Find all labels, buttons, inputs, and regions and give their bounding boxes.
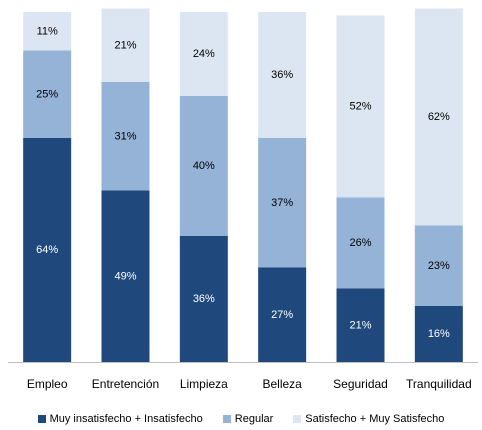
legend-swatch <box>293 415 302 423</box>
bar-segment-seguridad-s2 <box>336 15 385 198</box>
bar-segment-entretención-s0 <box>101 190 150 362</box>
data-label: 25% <box>36 88 58 100</box>
category-labels: Empleo Entretención Limpieza Belleza Segurid… <box>27 377 472 391</box>
data-label: 21% <box>349 319 371 331</box>
data-label: 36% <box>271 69 293 81</box>
bar-segment-entretención-s2 <box>101 8 150 82</box>
legend-item: Satisfecho + Muy Satisfecho <box>293 413 444 425</box>
bar-segment-belleza-s1 <box>258 138 307 268</box>
category-label: Empleo <box>27 377 68 391</box>
data-label: 36% <box>193 293 215 305</box>
legend-swatch <box>222 415 231 423</box>
legend-label: Regular <box>234 413 274 425</box>
bar-segment-tranquilidad-s0 <box>414 306 463 362</box>
data-label: 23% <box>428 260 450 272</box>
bar-segment-limpieza-s1 <box>179 96 228 236</box>
bar-segment-empleo-s2 <box>23 12 72 51</box>
legend-label: Satisfecho + Muy Satisfecho <box>305 413 445 425</box>
bars-layer: 64% 25% 11% 49% 31% 21% 36% 40% 24% 27% 37% 36% 21% 2… <box>23 8 463 362</box>
data-label: 21% <box>114 39 136 51</box>
category-label: Seguridad <box>333 377 388 391</box>
data-label: 62% <box>428 111 450 123</box>
category-label: Tranquilidad <box>406 377 472 391</box>
bar-segment-entretención-s1 <box>101 82 150 191</box>
data-label: 64% <box>36 244 58 256</box>
legend-label: Muy insatisfecho + Insatisfecho <box>49 413 203 425</box>
stacked-bar-chart: 64% 25% 11% 49% 31% 21% 36% 40% 24% 27% 37% 36% 21% 2… <box>8 8 478 391</box>
bar-segment-seguridad-s1 <box>336 197 385 289</box>
data-label: 37% <box>271 197 293 209</box>
data-label: 49% <box>114 270 136 282</box>
data-label: 16% <box>428 328 450 340</box>
data-label: 40% <box>193 160 215 172</box>
bar-segment-limpieza-s0 <box>179 236 228 362</box>
bar-segment-tranquilidad-s1 <box>414 225 463 306</box>
data-label: 24% <box>193 48 215 60</box>
data-label: 52% <box>349 101 371 113</box>
bar-segment-tranquilidad-s2 <box>414 8 463 226</box>
data-label: 27% <box>271 309 293 321</box>
bar-segment-limpieza-s2 <box>179 12 228 96</box>
bar-segment-belleza-s2 <box>258 12 307 138</box>
bar-segment-empleo-s1 <box>23 50 72 138</box>
bar-segment-seguridad-s0 <box>336 288 385 362</box>
legend-swatch <box>37 415 46 423</box>
bar-segment-empleo-s0 <box>23 138 72 362</box>
bar-segment-belleza-s0 <box>258 267 307 362</box>
legend-item: Muy insatisfecho + Insatisfecho <box>37 413 203 425</box>
category-label: Belleza <box>262 377 302 391</box>
category-label: Entretención <box>92 377 159 391</box>
legend-item: Regular <box>222 413 274 425</box>
legend: Muy insatisfecho + Insatisfecho Regular Sa… <box>0 410 482 428</box>
category-label: Limpieza <box>180 377 228 391</box>
data-label: 31% <box>114 130 136 142</box>
data-label: 26% <box>349 237 371 249</box>
data-label: 11% <box>37 25 58 37</box>
